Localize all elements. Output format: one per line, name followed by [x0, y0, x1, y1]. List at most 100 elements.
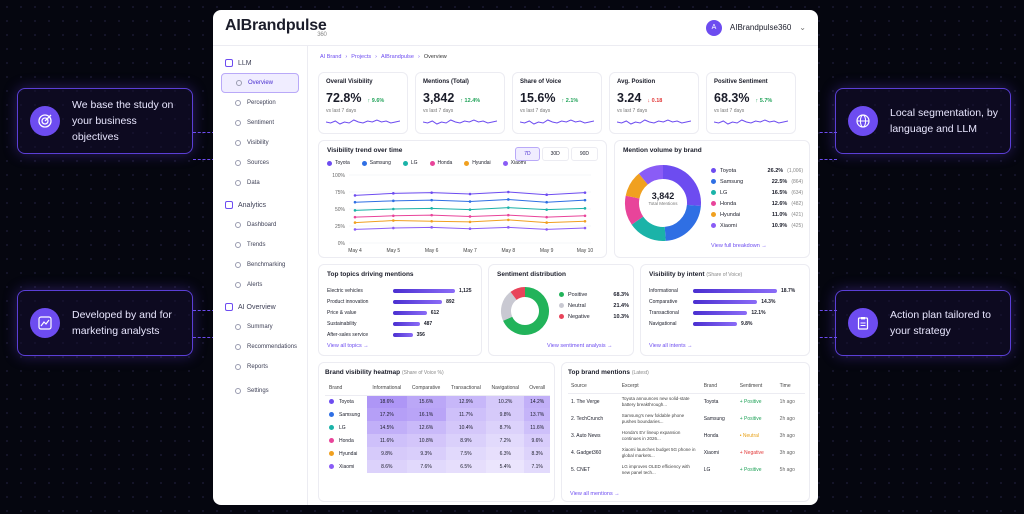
- column-header: Overall: [524, 382, 550, 396]
- table-row[interactable]: Hyundai 9.8% 9.3% 7.5% 6.3% 8.3%: [325, 447, 550, 460]
- data-point: [430, 198, 433, 202]
- table-row[interactable]: Xiaomi 8.6% 7.6% 6.5% 5.4% 7.1%: [325, 460, 550, 473]
- bar-value: 487: [423, 320, 433, 327]
- sparkline: [713, 119, 789, 125]
- kpi-delta: ↑ 2.1%: [561, 98, 579, 104]
- table-row[interactable]: LG 14.5% 12.6% 10.4% 8.7% 11.6%: [325, 421, 550, 434]
- data-point: [507, 218, 510, 222]
- breakdown-row: Toyota 26.2% (1,006): [711, 165, 803, 176]
- brand-slice: [625, 173, 649, 199]
- data-point: [392, 219, 395, 222]
- data-point: [545, 228, 548, 231]
- nav-icon: [235, 282, 241, 288]
- kpi-value: 3.24: [617, 91, 642, 105]
- top-bar: AIBrandpulse 360 A AIBrandpulse360 ⌄: [213, 10, 818, 46]
- feature-card-action-plan: Action plan tailored to your strategy: [835, 290, 1011, 356]
- table-row[interactable]: 3. Auto News Honda's EV lineup expansion …: [568, 427, 805, 444]
- tab-7d[interactable]: 7D: [515, 147, 540, 161]
- brand-cell: Xiaomi: [325, 460, 367, 473]
- view-intents-link[interactable]: View all intents →: [649, 343, 693, 349]
- chart-legend: Toyota Samsung LG Honda Hyundai Xiaomi: [327, 160, 598, 166]
- bar: [393, 299, 443, 304]
- sparkline: [519, 119, 595, 125]
- sidebar-section-ai-overview[interactable]: AI Overview: [225, 303, 299, 311]
- sidebar-item-summary[interactable]: Summary: [221, 317, 299, 337]
- sidebar-section-analytics[interactable]: Analytics: [225, 201, 299, 209]
- table-row[interactable]: 2. TechCrunch Samsung's new foldable phon…: [568, 410, 805, 427]
- sentiment-cell: + Positive: [739, 415, 762, 422]
- table-row[interactable]: Toyota 18.6% 15.6% 12.9% 10.2% 14.2%: [325, 395, 550, 408]
- source-cell: 4. Gadget360: [571, 449, 602, 456]
- table-row[interactable]: 5. CNET LG improves OLED efficiency with …: [568, 461, 805, 478]
- sidebar-item-dashboard[interactable]: Dashboard: [221, 215, 299, 235]
- excerpt-cell: Xiaomi launches budget 5G phone in globa…: [621, 446, 696, 458]
- sidebar-item-sources[interactable]: Sources: [221, 153, 299, 173]
- brand-slice: [662, 165, 701, 207]
- sidebar-item-alerts[interactable]: Alerts: [221, 275, 299, 295]
- legend-swatch: [711, 212, 716, 217]
- legend-swatch: [711, 223, 716, 228]
- view-mentions-link[interactable]: View all mentions →: [570, 491, 620, 497]
- sparkline: [422, 119, 498, 125]
- heat-cell: 18.6%: [366, 395, 407, 408]
- user-menu[interactable]: A AIBrandpulse360 ⌄: [705, 19, 806, 36]
- data-point: [430, 191, 433, 194]
- sidebar-item-visibility[interactable]: Visibility: [221, 133, 299, 153]
- heat-cell: 10.2%: [486, 395, 525, 408]
- data-point: [507, 206, 510, 209]
- heat-cell: 13.7%: [524, 408, 550, 421]
- bar: [693, 288, 777, 293]
- breakdown-row: Xiaomi 10.9% (425): [711, 220, 803, 231]
- sidebar-item-recommendations[interactable]: Recommendations: [221, 337, 299, 357]
- sentiment-slice: [510, 287, 526, 301]
- legend-item: Samsung: [361, 160, 391, 166]
- sidebar-item-perception[interactable]: Perception: [221, 93, 299, 113]
- bar-row: Comparative 14.3%: [649, 296, 801, 307]
- bar: [393, 321, 420, 326]
- sentiment-cell: • Neutral: [739, 432, 760, 439]
- connector-line: [193, 310, 215, 338]
- sidebar-item-trends[interactable]: Trends: [221, 235, 299, 255]
- breadcrumb-item[interactable]: AIBrandpulse: [380, 54, 414, 60]
- tab-30d[interactable]: 30D: [541, 147, 569, 161]
- breakdown-row: Hyundai 11.0% (421): [711, 209, 803, 220]
- nav-icon: [235, 120, 241, 126]
- table-row[interactable]: 4. Gadget360 Xiaomi launches budget 5G ph…: [568, 444, 805, 461]
- table-row[interactable]: 1. The Verge Toyota announces new solid-s…: [568, 393, 805, 410]
- legend-item: Xiaomi: [502, 160, 526, 166]
- sentiment-row: Positive 68.3%: [559, 289, 629, 300]
- brand-slice: [638, 165, 664, 185]
- feature-card-segmentation: Local segmentation, by language and LLM: [835, 88, 1011, 154]
- sidebar-item-reports[interactable]: Reports: [221, 357, 299, 377]
- bar: [693, 321, 738, 326]
- heat-cell: 9.8%: [486, 408, 525, 421]
- sentiment-cell: + Negative: [739, 449, 764, 456]
- heat-cell: 17.2%: [366, 408, 407, 421]
- sidebar-section-llm[interactable]: LLM: [225, 59, 299, 67]
- time-cell: 3h ago: [779, 432, 795, 439]
- nav-icon: [235, 100, 241, 106]
- heat-cell: 11.7%: [445, 408, 487, 421]
- view-sentiment-link[interactable]: View sentiment analysis →: [547, 343, 613, 349]
- breadcrumb-item[interactable]: AI Brand: [320, 54, 342, 60]
- sidebar-item-overview[interactable]: Overview: [221, 73, 299, 93]
- sidebar-item-settings[interactable]: Settings: [221, 381, 299, 401]
- data-point: [545, 215, 548, 219]
- heat-cell: 9.8%: [366, 447, 407, 460]
- view-topics-link[interactable]: View all topics →: [327, 343, 369, 349]
- sidebar-item-data[interactable]: Data: [221, 173, 299, 193]
- card-title: Top topics driving mentions: [327, 271, 414, 278]
- sidebar-item-sentiment[interactable]: Sentiment: [221, 113, 299, 133]
- bar-row: Transactional 12.1%: [649, 307, 801, 318]
- table-row[interactable]: Samsung 17.2% 16.1% 11.7% 9.8% 13.7%: [325, 408, 550, 421]
- view-breakdown-link[interactable]: View full breakdown →: [711, 243, 767, 249]
- sidebar-item-benchmarking[interactable]: Benchmarking: [221, 255, 299, 275]
- app-logo[interactable]: AIBrandpulse 360: [225, 17, 327, 38]
- column-header: Brand: [325, 382, 367, 396]
- breadcrumb-item[interactable]: Projects: [351, 54, 372, 60]
- ai-icon: [225, 303, 233, 311]
- legend-swatch: [502, 160, 508, 166]
- tab-90d[interactable]: 90D: [570, 147, 598, 161]
- table-row[interactable]: Honda 11.6% 10.8% 8.9% 7.2% 9.6%: [325, 434, 550, 447]
- brand-cell: Samsung: [325, 408, 367, 421]
